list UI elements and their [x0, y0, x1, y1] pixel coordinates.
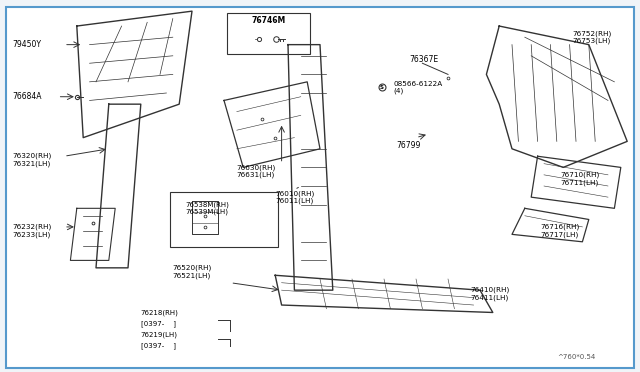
Text: 76010(RH)
76011(LH): 76010(RH) 76011(LH): [275, 190, 314, 204]
Text: 76367E: 76367E: [410, 55, 439, 64]
Text: S: S: [380, 85, 384, 90]
Text: 76320(RH)
76321(LH): 76320(RH) 76321(LH): [13, 153, 52, 167]
Text: 76218(RH): 76218(RH): [141, 309, 179, 316]
Text: 08566-6122A
(4): 08566-6122A (4): [394, 81, 443, 94]
Text: 76219(LH): 76219(LH): [141, 331, 178, 338]
Text: 76410(RH)
76411(LH): 76410(RH) 76411(LH): [470, 287, 509, 301]
Text: 76746M: 76746M: [252, 16, 286, 25]
Text: 76630(RH)
76631(LH): 76630(RH) 76631(LH): [237, 164, 276, 178]
Text: 76232(RH)
76233(LH): 76232(RH) 76233(LH): [13, 224, 52, 238]
Text: ^760*0.54: ^760*0.54: [557, 354, 595, 360]
Text: [0397-    ]: [0397- ]: [141, 320, 176, 327]
FancyBboxPatch shape: [227, 13, 310, 54]
FancyBboxPatch shape: [6, 7, 634, 368]
Text: 76799: 76799: [397, 141, 421, 150]
Text: 76752(RH)
76753(LH): 76752(RH) 76753(LH): [573, 30, 612, 44]
Text: [0397-    ]: [0397- ]: [141, 343, 176, 349]
FancyBboxPatch shape: [170, 192, 278, 247]
Text: 76710(RH)
76711(LH): 76710(RH) 76711(LH): [560, 171, 599, 186]
Text: 76520(RH)
76521(LH): 76520(RH) 76521(LH): [173, 264, 212, 279]
Text: 79450Y: 79450Y: [13, 40, 42, 49]
Text: 76716(RH)
76717(LH): 76716(RH) 76717(LH): [541, 224, 580, 238]
Text: 76538M(RH)
76539M(LH): 76538M(RH) 76539M(LH): [186, 201, 230, 215]
Text: 76684A: 76684A: [13, 92, 42, 101]
